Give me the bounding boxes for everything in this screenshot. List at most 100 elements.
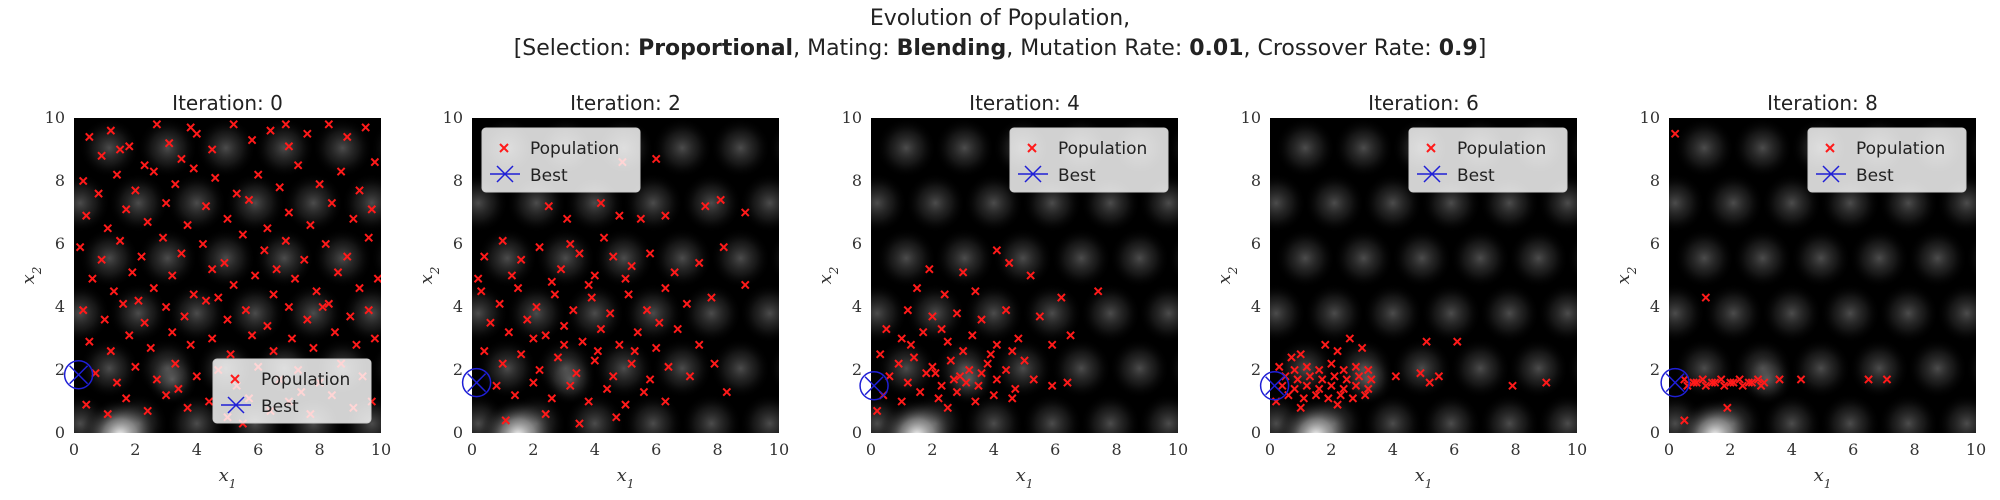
population-point: [682, 299, 692, 309]
population-point: [1324, 394, 1333, 403]
population-point: [140, 318, 149, 328]
population-point: [149, 283, 159, 293]
landscape-peak: [195, 118, 256, 178]
population-point: [1747, 378, 1757, 387]
population-point: [716, 195, 725, 205]
population-point: [541, 409, 550, 419]
population-point: [284, 302, 294, 312]
population-point: [1701, 293, 1711, 302]
best-point-ring: [1660, 367, 1690, 398]
landscape-peak: [739, 283, 779, 344]
panel-title: Iteration: 8: [1767, 91, 1878, 115]
y-tick-label: 4: [1251, 297, 1261, 316]
landscape-peak: [963, 173, 1024, 234]
x-tick-label: 8: [1112, 440, 1122, 459]
population-point: [1327, 381, 1336, 391]
legend: Population Best: [1807, 127, 1967, 193]
chart-panel-4: 0 2 4 6 8 10 0 2 4 6 8 10 Iteration: 8 x1 x2 Population…: [1613, 91, 1986, 491]
population-point: [204, 397, 214, 406]
population-point: [599, 233, 609, 243]
y-tick-label: 8: [1251, 171, 1261, 190]
landscape-peak: [992, 338, 1053, 399]
landscape-peak: [710, 118, 771, 178]
population-point: [180, 312, 189, 321]
landscape-peak: [1537, 393, 1577, 433]
landscape-peak: [1479, 393, 1540, 433]
population-point: [223, 214, 232, 224]
population-point: [284, 208, 294, 217]
population-point: [529, 378, 538, 387]
population-point: [882, 324, 891, 334]
population-point: [565, 381, 575, 391]
y-tick-label: 8: [453, 171, 463, 190]
population-point: [989, 390, 999, 400]
y-tick-label: 0: [55, 423, 65, 442]
population-point: [1314, 384, 1324, 394]
y-tick-label: 10: [45, 108, 65, 127]
x-axis-label: x1: [617, 465, 635, 491]
population-point: [562, 214, 572, 224]
population-point: [1317, 375, 1327, 384]
population-point: [934, 394, 943, 403]
population-point: [897, 334, 907, 343]
legend-best-label: Best: [1457, 166, 1495, 186]
population-point: [143, 406, 152, 416]
population-point: [510, 390, 520, 400]
landscape-peak: [74, 283, 111, 344]
landscape-peak: [768, 125, 779, 171]
population-point: [1287, 353, 1296, 362]
legend-best-marker: [496, 165, 514, 183]
population-point: [495, 299, 504, 309]
population-point: [189, 290, 199, 299]
population-point: [596, 324, 606, 334]
landscape-peak: [1790, 228, 1851, 289]
population-point: [605, 308, 615, 318]
population-point: [1302, 362, 1312, 372]
population-point: [207, 145, 217, 154]
population-point: [1035, 312, 1045, 321]
population-point: [1422, 337, 1431, 346]
population-point: [608, 371, 618, 381]
population-point: [476, 286, 486, 296]
population-point: [943, 337, 953, 346]
population-point: [1716, 375, 1726, 384]
population-point: [244, 195, 254, 205]
landscape-peak: [1270, 173, 1307, 234]
population-point: [722, 387, 732, 397]
population-point: [106, 346, 116, 356]
population-point: [330, 327, 340, 337]
population-point: [124, 331, 134, 340]
population-series: [872, 245, 1103, 416]
y-axis-label: x2: [815, 267, 841, 285]
landscape-peak: [934, 118, 995, 178]
population-point: [740, 280, 750, 290]
population-point: [627, 261, 636, 271]
population-point: [1775, 375, 1784, 384]
population-point: [1057, 293, 1066, 302]
landscape-peak: [1849, 228, 1910, 289]
y-tick-label: 6: [1650, 234, 1660, 253]
landscape-peak: [544, 353, 597, 406]
population-point: [324, 119, 334, 129]
landscape-peak: [1907, 338, 1968, 399]
population-point: [971, 286, 980, 296]
population-point: [894, 359, 903, 369]
population-point: [636, 214, 646, 224]
population-point: [633, 327, 643, 337]
population-point: [1707, 378, 1717, 387]
population-point: [247, 135, 257, 145]
landscape-peak: [1304, 283, 1365, 344]
landscape-peak: [1167, 235, 1178, 281]
landscape-peak: [1820, 393, 1881, 433]
landscape-peak: [195, 228, 256, 289]
population-point: [1047, 381, 1057, 391]
population-point: [522, 315, 532, 324]
landscape-peak: [1936, 393, 1976, 433]
legend: Population Best: [481, 127, 641, 193]
landscape-peak: [1703, 173, 1764, 234]
population-point: [100, 315, 110, 324]
population-point: [1452, 337, 1462, 346]
y-tick-label: 10: [443, 108, 463, 127]
landscape-peak: [1674, 228, 1735, 289]
x-tick-label: 10: [1168, 440, 1188, 459]
